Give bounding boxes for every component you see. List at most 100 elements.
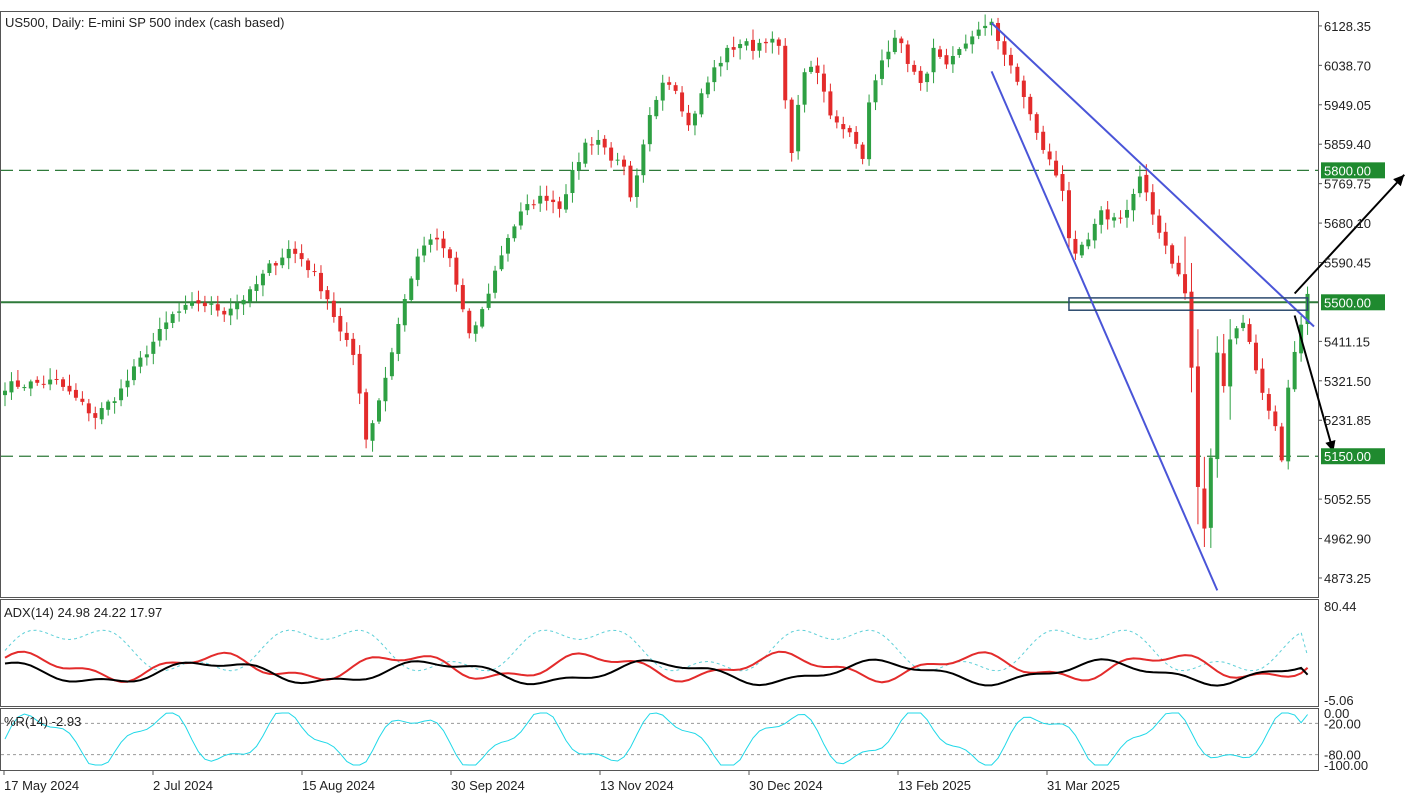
candle <box>428 233 433 253</box>
candle-body <box>422 245 427 256</box>
candle-body <box>886 51 891 60</box>
candle <box>1002 34 1007 66</box>
candle <box>480 306 485 329</box>
candle <box>248 286 253 308</box>
candle <box>673 82 678 95</box>
candle <box>41 375 46 389</box>
candle-body <box>783 45 788 101</box>
candle-body <box>983 25 988 29</box>
candle <box>460 278 465 313</box>
candle <box>602 135 607 155</box>
candle <box>654 96 659 120</box>
candle-body <box>1047 151 1052 160</box>
date-tick-label: 17 May 2024 <box>4 778 79 793</box>
candle-body <box>1247 324 1252 342</box>
candle <box>518 202 523 230</box>
candle <box>996 17 1001 50</box>
candle <box>157 317 162 347</box>
candle <box>1034 112 1039 140</box>
wpr-label: %R(14) -2.93 <box>4 714 81 729</box>
candle <box>1047 143 1052 166</box>
wpr-panel-frame <box>0 708 1319 771</box>
candle <box>106 399 111 416</box>
candle <box>312 263 317 277</box>
candle-body <box>757 42 762 51</box>
candle-body <box>454 257 459 285</box>
candle <box>383 366 388 412</box>
candle-body <box>692 113 697 126</box>
candle <box>841 116 846 139</box>
candle <box>1041 125 1046 154</box>
candle <box>512 224 517 242</box>
candle-body <box>48 379 53 385</box>
candle-body <box>738 44 743 49</box>
candle <box>151 332 156 365</box>
candle <box>525 194 530 216</box>
candle-body <box>486 293 491 308</box>
candle <box>918 66 923 91</box>
candle-body <box>854 131 859 144</box>
candle-body <box>641 144 646 176</box>
price-tick-label: 6038.70 <box>1324 58 1371 73</box>
candle <box>499 245 504 272</box>
candle <box>660 74 665 111</box>
candle <box>1054 150 1059 178</box>
candle <box>615 152 620 166</box>
candle-body <box>918 70 923 83</box>
candle <box>389 347 394 380</box>
candle <box>48 368 53 391</box>
candle-body <box>1054 160 1059 176</box>
candle <box>183 295 188 314</box>
candle <box>54 369 59 385</box>
candle <box>228 298 233 326</box>
candle-body <box>686 112 691 126</box>
candle-body <box>1073 238 1078 254</box>
candle-body <box>183 304 188 310</box>
candle <box>73 383 78 401</box>
level-tag-bg <box>1321 448 1385 465</box>
candle <box>789 97 794 162</box>
candle-body <box>712 67 717 83</box>
candle <box>854 126 859 149</box>
candle <box>751 29 755 60</box>
candle <box>1073 230 1078 260</box>
candle-body <box>383 377 388 402</box>
candle-body <box>634 175 639 197</box>
candle-body <box>86 403 91 414</box>
candle-body <box>628 165 633 198</box>
date-tick-label: 13 Feb 2025 <box>898 778 971 793</box>
price-tick-label: 4962.90 <box>1324 532 1371 547</box>
candle <box>1028 93 1033 121</box>
level-tag-bg <box>1321 162 1385 179</box>
candle <box>860 142 865 165</box>
candle-body <box>976 29 981 36</box>
candle <box>409 276 414 303</box>
candle <box>705 76 710 98</box>
candle <box>957 47 962 58</box>
candle-body <box>467 310 472 334</box>
candle-body <box>589 144 594 146</box>
candle-body <box>1208 457 1213 528</box>
candle-body <box>770 38 775 43</box>
candle-body <box>1092 223 1097 241</box>
candle <box>493 265 498 299</box>
candle-body <box>428 239 433 245</box>
adx-label: ADX(14) 24.98 24.22 17.97 <box>4 605 162 620</box>
candle-body <box>622 159 627 167</box>
candle <box>144 345 149 366</box>
candle-body <box>396 323 401 354</box>
candle <box>1137 165 1142 198</box>
candle-body <box>538 195 543 204</box>
candle-body <box>1195 366 1200 487</box>
candle-body <box>615 159 620 161</box>
candle-body <box>1273 411 1278 427</box>
candle <box>325 286 330 310</box>
candle <box>744 38 749 51</box>
candle-body <box>286 248 291 259</box>
candle <box>989 18 994 36</box>
price-tick-label: 5321.50 <box>1324 374 1371 389</box>
candle <box>396 317 401 362</box>
candle <box>1118 210 1123 224</box>
candle-body <box>499 255 504 270</box>
